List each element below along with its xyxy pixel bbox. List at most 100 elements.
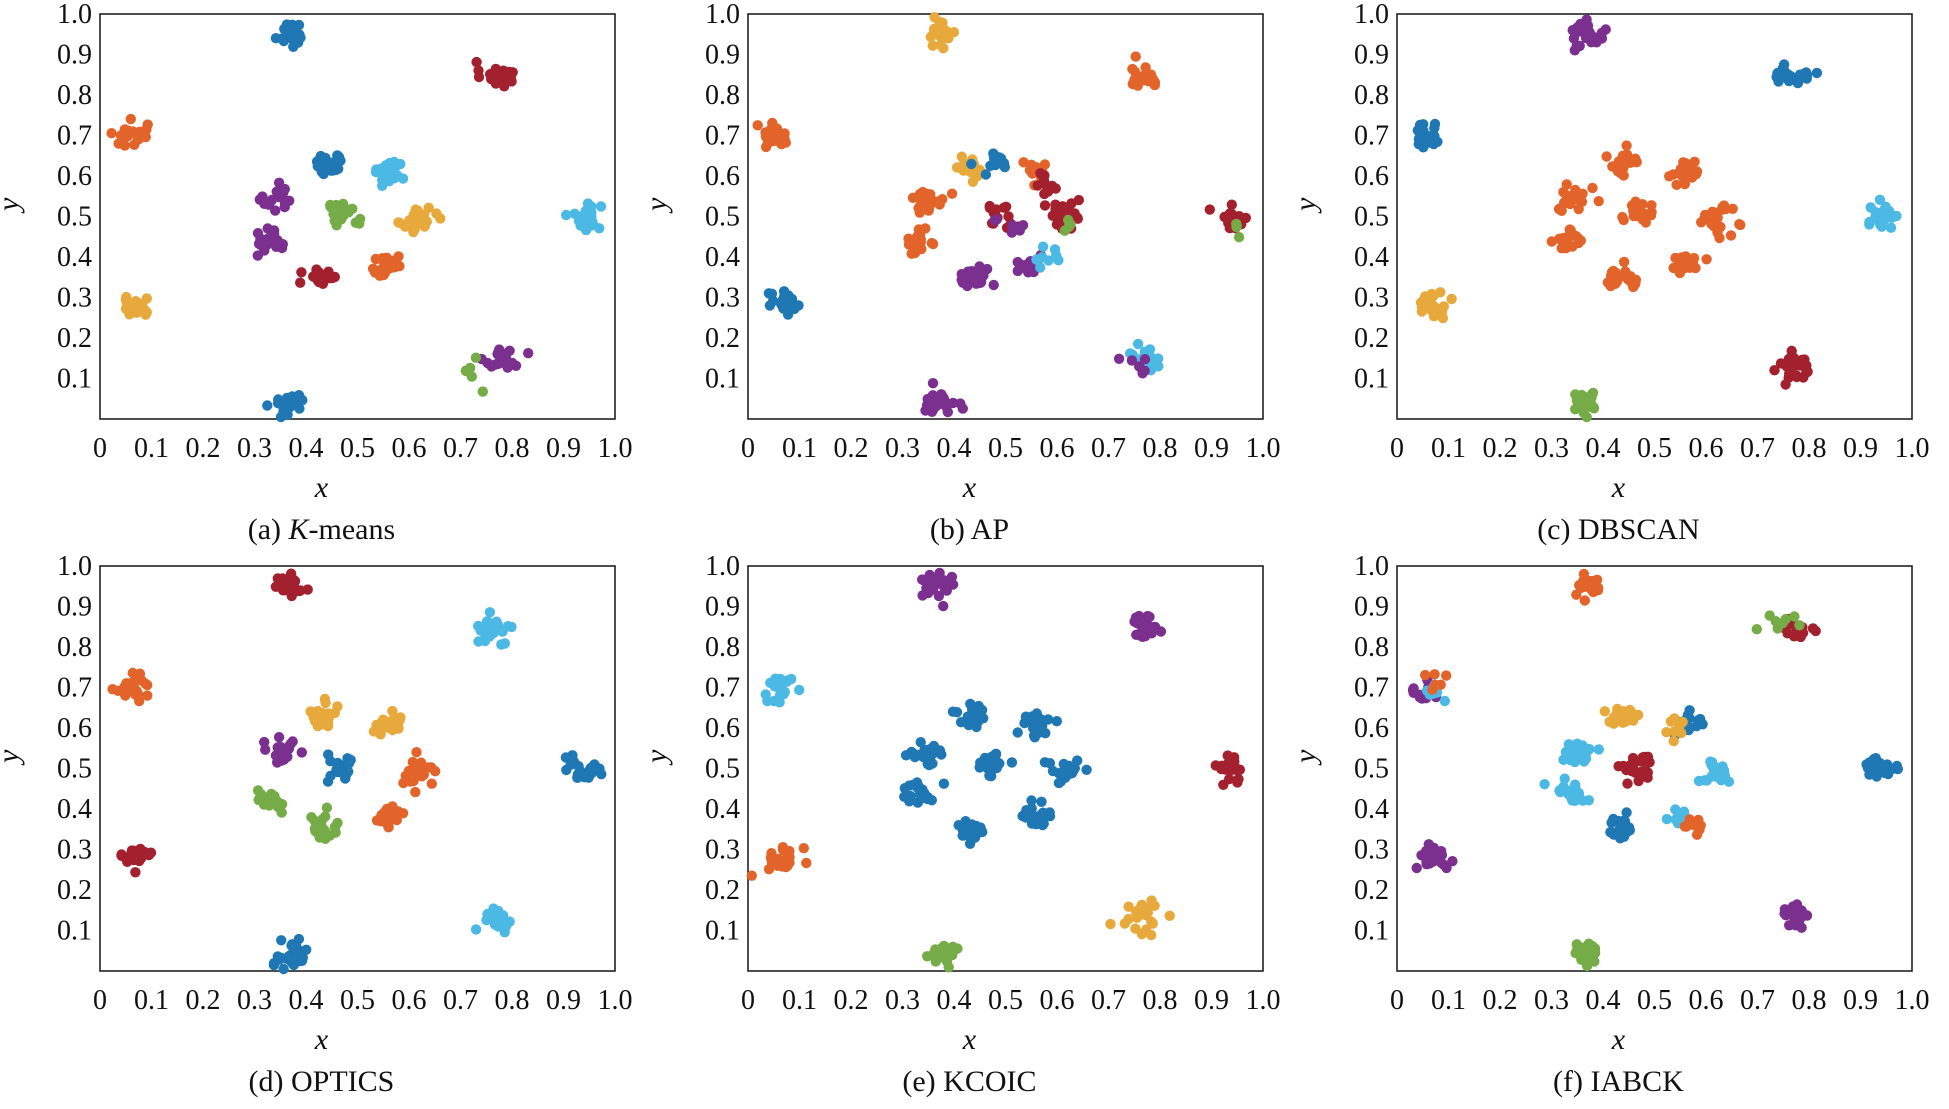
data-point xyxy=(1014,225,1025,236)
data-point xyxy=(482,357,493,369)
y-tick-label: 0.1 xyxy=(1354,916,1389,947)
data-point xyxy=(1043,255,1054,266)
data-point xyxy=(281,392,293,404)
data-point xyxy=(488,627,499,638)
data-point xyxy=(265,232,276,243)
data-point xyxy=(1058,758,1070,770)
data-point xyxy=(1676,727,1687,739)
data-point xyxy=(586,201,597,212)
data-point xyxy=(319,693,331,705)
data-point xyxy=(271,241,282,252)
x-tick-label: 0.3 xyxy=(237,433,272,464)
data-point xyxy=(1807,623,1819,634)
data-point xyxy=(913,202,924,214)
data-point xyxy=(1734,219,1745,230)
x-tick-label: 0.2 xyxy=(186,985,221,1016)
data-point xyxy=(772,678,783,689)
y-tick-label: 0.7 xyxy=(705,673,740,704)
data-point xyxy=(1708,215,1719,226)
plot-frame xyxy=(747,13,1264,420)
data-point xyxy=(1155,626,1167,637)
data-point xyxy=(1570,230,1582,242)
data-point xyxy=(256,194,267,206)
data-point xyxy=(1559,784,1571,795)
x-tick-label: 0.4 xyxy=(1586,433,1621,464)
data-point xyxy=(786,673,797,685)
data-point xyxy=(1778,59,1790,70)
data-point xyxy=(306,812,317,823)
data-point xyxy=(295,277,306,288)
data-point xyxy=(1134,361,1145,372)
y-tick-label: 0.5 xyxy=(705,754,740,785)
data-point xyxy=(955,717,967,728)
data-point xyxy=(1047,765,1059,777)
x-tick-label: 0.2 xyxy=(186,433,221,464)
data-point xyxy=(793,300,804,311)
data-point xyxy=(1716,775,1727,786)
data-point xyxy=(260,744,271,755)
data-point xyxy=(1081,764,1092,775)
data-point xyxy=(966,158,977,170)
y-tick-label: 1.0 xyxy=(705,0,740,30)
y-tick-label: 0.9 xyxy=(57,592,92,623)
data-point xyxy=(1566,792,1577,804)
data-point xyxy=(772,125,783,137)
data-point xyxy=(274,187,285,198)
data-point xyxy=(1015,262,1026,274)
y-tick-label: 0.5 xyxy=(1354,754,1389,785)
data-point xyxy=(1130,51,1141,62)
data-point xyxy=(492,347,504,359)
y-axis-label: y xyxy=(0,749,25,766)
data-point xyxy=(1134,629,1145,641)
data-point xyxy=(935,28,946,39)
panel-caption: (b) AP xyxy=(930,513,1009,546)
data-point xyxy=(900,750,912,761)
data-point xyxy=(332,766,344,778)
y-tick-label: 0.4 xyxy=(1354,794,1389,825)
data-point xyxy=(1132,338,1144,350)
data-point xyxy=(1794,620,1805,631)
data-point xyxy=(1622,778,1633,789)
x-tick-label: 0.5 xyxy=(340,985,375,1016)
data-point xyxy=(488,915,499,926)
data-point xyxy=(1139,354,1151,365)
data-point xyxy=(1587,941,1598,952)
data-point xyxy=(1204,204,1216,215)
data-point xyxy=(936,389,947,400)
panel-caption: (e) KCOIC xyxy=(902,1065,1036,1098)
data-point xyxy=(1036,809,1047,820)
data-point xyxy=(1699,213,1710,225)
caption-name: KCOIC xyxy=(943,1065,1036,1098)
data-point xyxy=(779,686,790,698)
data-point xyxy=(1435,287,1446,298)
data-point xyxy=(1037,241,1049,252)
data-point xyxy=(470,352,482,363)
panel-caption: (c) DBSCAN xyxy=(1537,513,1700,546)
y-tick-label: 0.4 xyxy=(57,794,92,825)
data-point xyxy=(929,12,940,23)
data-point xyxy=(1769,365,1780,376)
data-point xyxy=(322,720,333,731)
x-tick-label: 0.1 xyxy=(782,985,817,1016)
y-tick-label: 0.6 xyxy=(1354,713,1389,744)
data-point xyxy=(368,726,380,737)
data-point xyxy=(970,278,982,289)
y-tick-label: 1.0 xyxy=(57,0,92,30)
data-point xyxy=(1441,670,1452,681)
caption-prefix: (a) xyxy=(248,513,289,546)
data-point xyxy=(283,951,295,962)
data-point xyxy=(1751,624,1763,635)
data-point xyxy=(1568,33,1580,44)
data-point xyxy=(502,362,513,373)
y-tick-label: 0.7 xyxy=(705,121,740,152)
data-point xyxy=(933,590,945,602)
data-point xyxy=(1042,186,1054,197)
y-tick-label: 0.1 xyxy=(57,364,92,395)
data-point xyxy=(767,859,778,870)
y-tick-label: 0.9 xyxy=(705,592,740,623)
x-tick-label: 0.5 xyxy=(1637,985,1672,1016)
data-point xyxy=(262,793,273,804)
data-point xyxy=(908,779,919,790)
data-point xyxy=(925,748,937,759)
data-point xyxy=(319,157,330,168)
